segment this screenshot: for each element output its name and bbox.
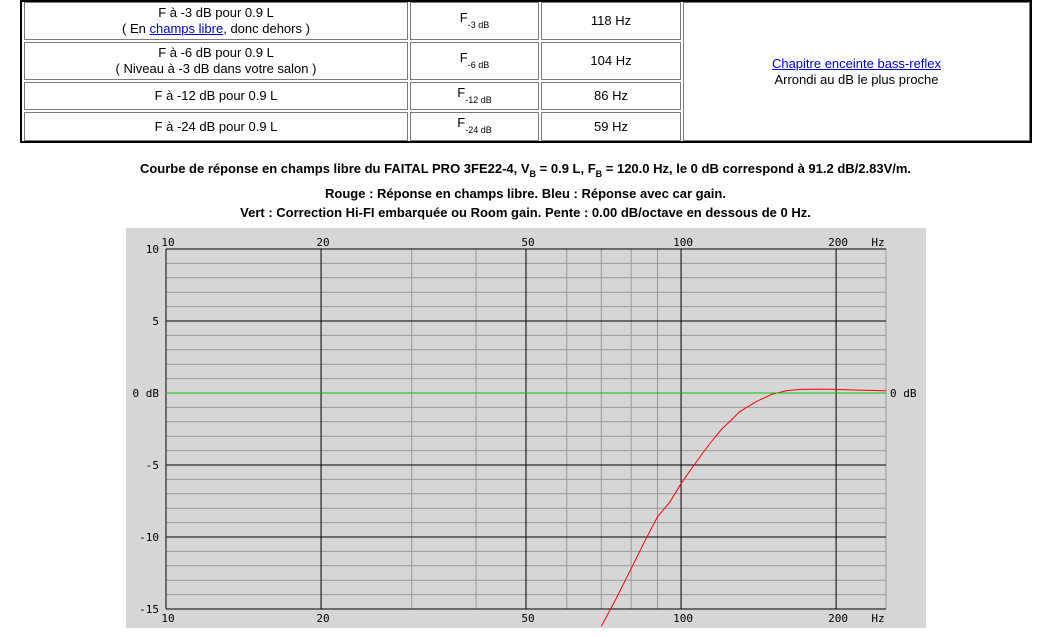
bass-reflex-chapter-link[interactable]: Chapitre enceinte bass-reflex (771, 55, 942, 71)
rounding-note: Arrondi au dB le plus proche (774, 71, 939, 87)
x-tick-label-bottom: 100 (673, 612, 693, 625)
row-label-line: ( En champs libre, donc dehors ) (122, 21, 310, 37)
table-row-value: 86 Hz (541, 82, 681, 110)
caption-line-2: Rouge : Réponse en champs libre. Bleu : … (325, 186, 726, 201)
table-row-label: F à -24 dB pour 0.9 L (24, 112, 408, 141)
x-tick-label-top: 50 (521, 236, 534, 249)
frequency-symbol: F-6 dB (460, 50, 489, 73)
table-row-symbol: F-3 dB (410, 2, 539, 40)
side-info-cell: Chapitre enceinte bass-reflex Arrondi au… (683, 2, 1030, 141)
symbol-subscript: -3 dB (467, 19, 490, 30)
parameters-table: F à -3 dB pour 0.9 L ( En champs libre, … (20, 0, 1032, 143)
text-fragment: , donc dehors ) (223, 21, 310, 36)
x-unit-label-top: Hz (871, 236, 884, 249)
table-row-label: F à -6 dB pour 0.9 L ( Niveau à -3 dB da… (24, 42, 408, 80)
x-tick-label-bottom: 20 (316, 612, 329, 625)
frequency-value: 86 Hz (594, 88, 628, 103)
x-tick-label-top: 20 (316, 236, 329, 249)
y-tick-label: -15 (139, 603, 159, 616)
frequency-symbol: F-3 dB (460, 10, 489, 33)
row-label-line: F à -24 dB pour 0.9 L (154, 118, 278, 134)
symbol-letter: F (457, 115, 466, 130)
frequency-symbol: F-24 dB (457, 115, 491, 138)
x-tick-label-bottom: 200 (828, 612, 848, 625)
x-tick-label-bottom: 50 (521, 612, 534, 625)
series-line (600, 388, 887, 627)
frequency-value: 104 Hz (590, 53, 632, 68)
champs-libre-link[interactable]: champs libre (149, 21, 224, 36)
table-row-label: F à -12 dB pour 0.9 L (24, 82, 408, 110)
table-row-value: 59 Hz (541, 112, 681, 141)
chart-caption: Courbe de réponse en champs libre du FAI… (0, 159, 1051, 222)
symbol-letter: F (459, 49, 468, 65)
table-row-value: 104 Hz (541, 42, 681, 80)
y-tick-label: -5 (146, 459, 159, 472)
caption-text: Courbe de réponse en champs libre du FAI… (139, 161, 530, 176)
frequency-value: 59 Hz (594, 118, 628, 134)
text-fragment: ( En (122, 21, 150, 36)
row-label-line: F à -12 dB pour 0.9 L (154, 88, 278, 103)
symbol-subscript: -12 dB (465, 94, 492, 105)
symbol-subscript: -24 dB (465, 125, 492, 135)
row-label-line: F à -6 dB pour 0.9 L (158, 45, 274, 60)
x-tick-label-top: 10 (161, 236, 174, 249)
caption-line-1: Courbe de réponse en champs libre du FAI… (0, 159, 1051, 184)
table-row-label: F à -3 dB pour 0.9 L ( En champs libre, … (24, 2, 408, 40)
table-row-value: 118 Hz (541, 2, 681, 40)
symbol-letter: F (457, 84, 466, 100)
caption-text: = 120.0 Hz, le 0 dB correspond à 91.2 dB… (602, 161, 912, 176)
x-tick-label-top: 200 (828, 236, 848, 249)
symbol-subscript: -6 dB (467, 59, 490, 70)
caption-line-3: Vert : Correction Hi-FI embarquée ou Roo… (240, 205, 811, 220)
x-tick-label-bottom: 10 (161, 612, 174, 625)
right-zero-db-label: 0 dB (890, 387, 917, 400)
x-unit-label-bottom: Hz (871, 612, 884, 625)
y-tick-label: 10 (146, 243, 159, 256)
row-label-line: ( Niveau à -3 dB dans votre salon ) (115, 61, 317, 76)
caption-subscript: B (529, 169, 537, 179)
row-label-line: F à -3 dB pour 0.9 L (158, 5, 274, 20)
frequency-value: 118 Hz (590, 13, 632, 28)
table-row-symbol: F-24 dB (410, 112, 539, 141)
x-tick-label-top: 100 (673, 236, 693, 249)
y-tick-label: -10 (139, 531, 159, 544)
y-tick-label: 0 dB (133, 387, 160, 400)
y-tick-label: 5 (152, 315, 159, 328)
table-row-symbol: F-12 dB (410, 82, 539, 110)
caption-subscript: B (595, 169, 603, 179)
symbol-letter: F (459, 9, 468, 25)
caption-text: = 0.9 L, F (536, 161, 596, 176)
table-row-symbol: F-6 dB (410, 42, 539, 80)
frequency-symbol: F-12 dB (457, 85, 491, 108)
